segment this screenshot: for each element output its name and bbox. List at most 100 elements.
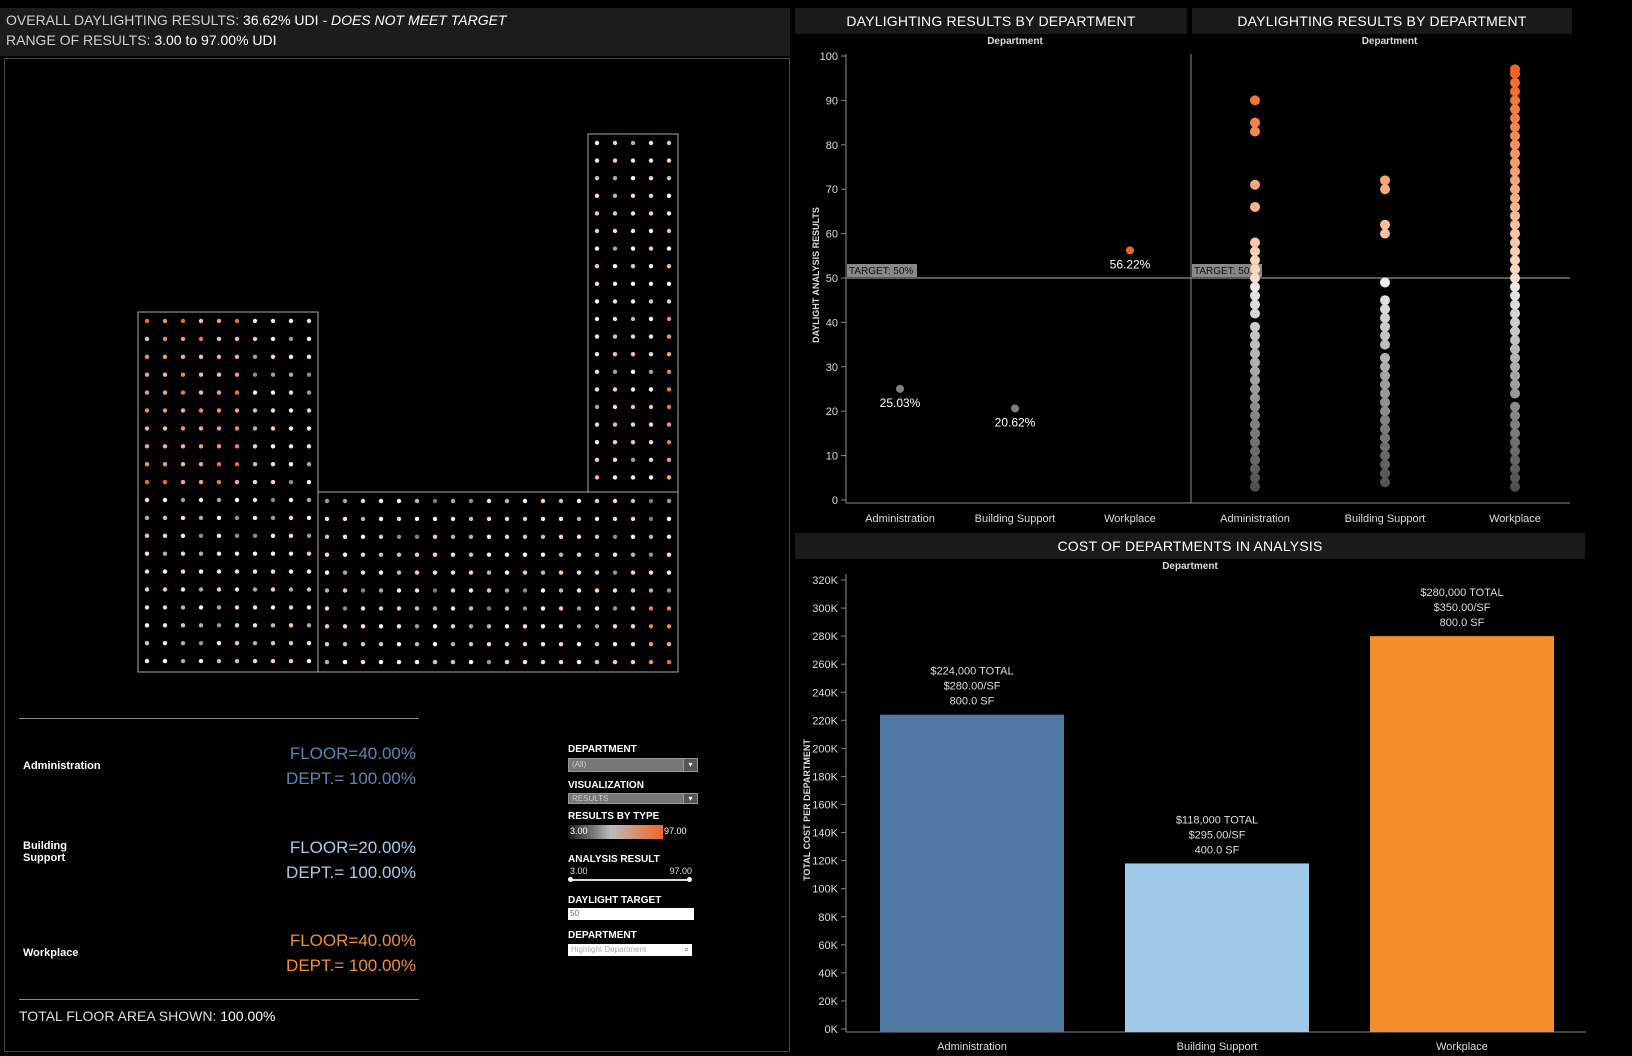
floor-sensor-point	[594, 516, 600, 522]
floor-sensor-point	[666, 246, 672, 251]
department-filter-select[interactable]: (All) ▾	[568, 758, 698, 772]
floor-sensor-point	[396, 606, 402, 611]
floor-sensor-point	[612, 334, 618, 339]
slider-handle-max[interactable]	[687, 877, 692, 882]
floor-sensor-point	[216, 479, 222, 485]
floor-sensor-point	[306, 497, 312, 503]
overall-status: - DOES NOT MEET TARGET	[322, 12, 507, 28]
slider-handle-min[interactable]	[568, 877, 573, 882]
floor-sensor-point	[648, 140, 654, 146]
floor-sensor-point	[378, 606, 384, 611]
floor-sensor-point	[612, 552, 618, 557]
data-point	[1250, 273, 1260, 283]
bar-annotation: $280,000 TOTAL	[1420, 587, 1503, 599]
data-point	[1250, 463, 1260, 474]
floor-sensor-point	[234, 533, 240, 538]
floor-sensor-point	[468, 642, 474, 647]
daylight-target-input[interactable]: 50	[568, 908, 694, 920]
floor-sensor-point	[666, 516, 672, 522]
floor-sensor-point	[378, 588, 384, 593]
data-point	[1380, 295, 1390, 306]
floor-sensor-point	[360, 516, 366, 522]
data-point	[1510, 264, 1520, 275]
floor-sensor-point	[666, 299, 672, 304]
y-tick-label: 80K	[818, 912, 838, 924]
data-point	[1250, 95, 1260, 106]
floor-sensor-point	[306, 408, 312, 413]
bar-y-axis-label: TOTAL COST PER DEPARTMENT	[802, 739, 812, 881]
legend-floor-pct: FLOOR=40.00%	[289, 931, 416, 950]
floor-sensor-point	[198, 336, 204, 342]
target-label-bg	[1192, 264, 1262, 277]
highlight-department-input[interactable]: Highlight Department ⌕	[568, 944, 692, 956]
floor-sensor-point	[612, 642, 618, 647]
visualization-select[interactable]: RESULTS ▾	[568, 793, 698, 804]
data-point	[1250, 481, 1260, 492]
floor-sensor-point	[180, 658, 186, 664]
floor-sensor-point	[252, 658, 258, 664]
floor-sensor-point	[252, 623, 258, 628]
floor-sensor-point	[252, 390, 258, 395]
floor-sensor-point	[144, 515, 150, 521]
floor-sensor-point	[576, 624, 582, 629]
chart1-subtitle: Department	[987, 36, 1043, 47]
range-label: RANGE OF RESULTS:	[6, 32, 151, 48]
legend-dept-name: Administration	[23, 760, 101, 772]
data-point	[1126, 246, 1134, 255]
analysis-result-slider[interactable]: 3.00 97.00	[568, 865, 698, 885]
floor-sensor-point	[288, 533, 294, 538]
data-point	[1250, 384, 1260, 394]
data-point	[1510, 210, 1520, 221]
data-point	[1250, 321, 1260, 332]
y-tick-label: 0K	[825, 1024, 839, 1036]
floor-sensor-point	[306, 390, 312, 395]
floor-sensor-point	[306, 569, 312, 574]
floor-sensor-point	[180, 426, 186, 431]
floor-sensor-point	[270, 372, 276, 377]
floor-sensor-point	[414, 498, 420, 504]
y-tick-label: 10	[826, 451, 838, 463]
data-point	[1380, 184, 1390, 195]
data-point	[1510, 437, 1520, 448]
floor-sensor-point	[594, 228, 600, 234]
floor-sensor-point	[144, 444, 150, 449]
floor-sensor-point	[648, 659, 654, 665]
data-point	[1250, 357, 1260, 368]
floor-sensor-point	[288, 658, 294, 664]
floor-sensor-point	[414, 624, 420, 629]
floor-sensor-point	[360, 588, 366, 593]
floor-sensor-point	[378, 642, 384, 647]
floor-sensor-point	[252, 605, 258, 610]
overall-label: OVERALL DAYLIGHTING RESULTS:	[6, 12, 240, 28]
floor-sensor-point	[630, 457, 636, 462]
floor-sensor-point	[234, 372, 240, 377]
floor-sensor-point	[324, 606, 330, 611]
data-point	[1250, 264, 1260, 275]
floor-sensor-point	[360, 606, 366, 611]
data-point	[1510, 148, 1520, 159]
floor-sensor-point	[306, 587, 312, 592]
floor-sensor-point	[450, 588, 456, 593]
floor-sensor-point	[666, 624, 672, 629]
y-tick-label: 320K	[812, 575, 838, 587]
floor-sensor-point	[612, 570, 618, 575]
floor-sensor-point	[180, 497, 186, 503]
data-point	[1380, 219, 1390, 230]
floor-sensor-point	[198, 318, 204, 324]
range-line: RANGE OF RESULTS: 3.00 to 97.00% UDI	[6, 32, 277, 48]
floor-sensor-point	[252, 533, 258, 538]
bar	[1125, 863, 1309, 1032]
floor-sensor-point	[324, 659, 330, 665]
floor-sensor-point	[198, 605, 204, 610]
floor-sensor-point	[180, 605, 186, 610]
data-point	[1250, 410, 1260, 421]
floor-sensor-point	[612, 211, 618, 216]
floor-sensor-point	[144, 479, 150, 485]
floor-sensor-point	[270, 479, 276, 485]
floor-sensor-point	[342, 642, 348, 647]
floor-sensor-point	[180, 587, 186, 592]
chart3-subtitle: Department	[1162, 561, 1218, 572]
y-tick-label: 0	[832, 495, 838, 507]
floor-sensor-point	[612, 246, 618, 251]
floor-sensor-point	[450, 642, 456, 647]
